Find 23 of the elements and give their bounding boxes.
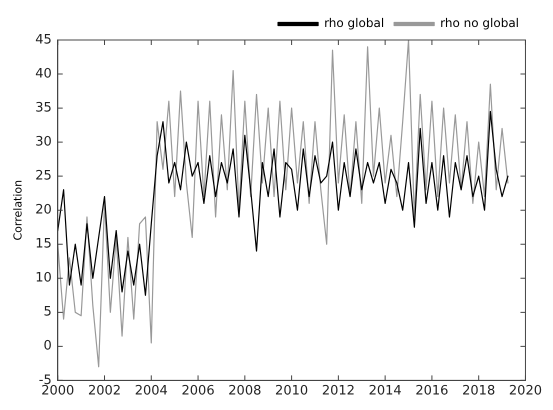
y-tick-label: 35 — [35, 100, 52, 116]
x-tick-label: 2004 — [134, 384, 168, 399]
x-tick-label: 2016 — [415, 384, 448, 399]
x-tick-label: 2006 — [182, 384, 215, 399]
y-tick-label: 10 — [35, 270, 52, 286]
x-tick-label: 2010 — [275, 384, 308, 399]
x-tick-label: 2008 — [228, 384, 262, 399]
y-tick-label: 15 — [35, 236, 52, 252]
x-tick-label: 2014 — [368, 384, 402, 399]
y-tick-label: 40 — [35, 66, 52, 82]
x-tick-label: 2018 — [462, 384, 496, 399]
y-tick-label: 25 — [35, 168, 52, 184]
y-axis-title: Correlation — [11, 180, 24, 241]
y-tick-label: 5 — [43, 304, 52, 320]
y-tick-label: 20 — [35, 202, 52, 218]
x-tick-label: 2002 — [88, 384, 122, 399]
x-tick-label: 2020 — [508, 384, 542, 399]
x-tick-label: 2012 — [322, 384, 355, 399]
y-tick-label: 45 — [35, 32, 52, 48]
y-tick-label: 30 — [35, 134, 52, 150]
y-tick-label: 0 — [43, 338, 52, 354]
legend-label: rho no global — [440, 16, 519, 30]
legend-label: rho global — [324, 16, 384, 30]
